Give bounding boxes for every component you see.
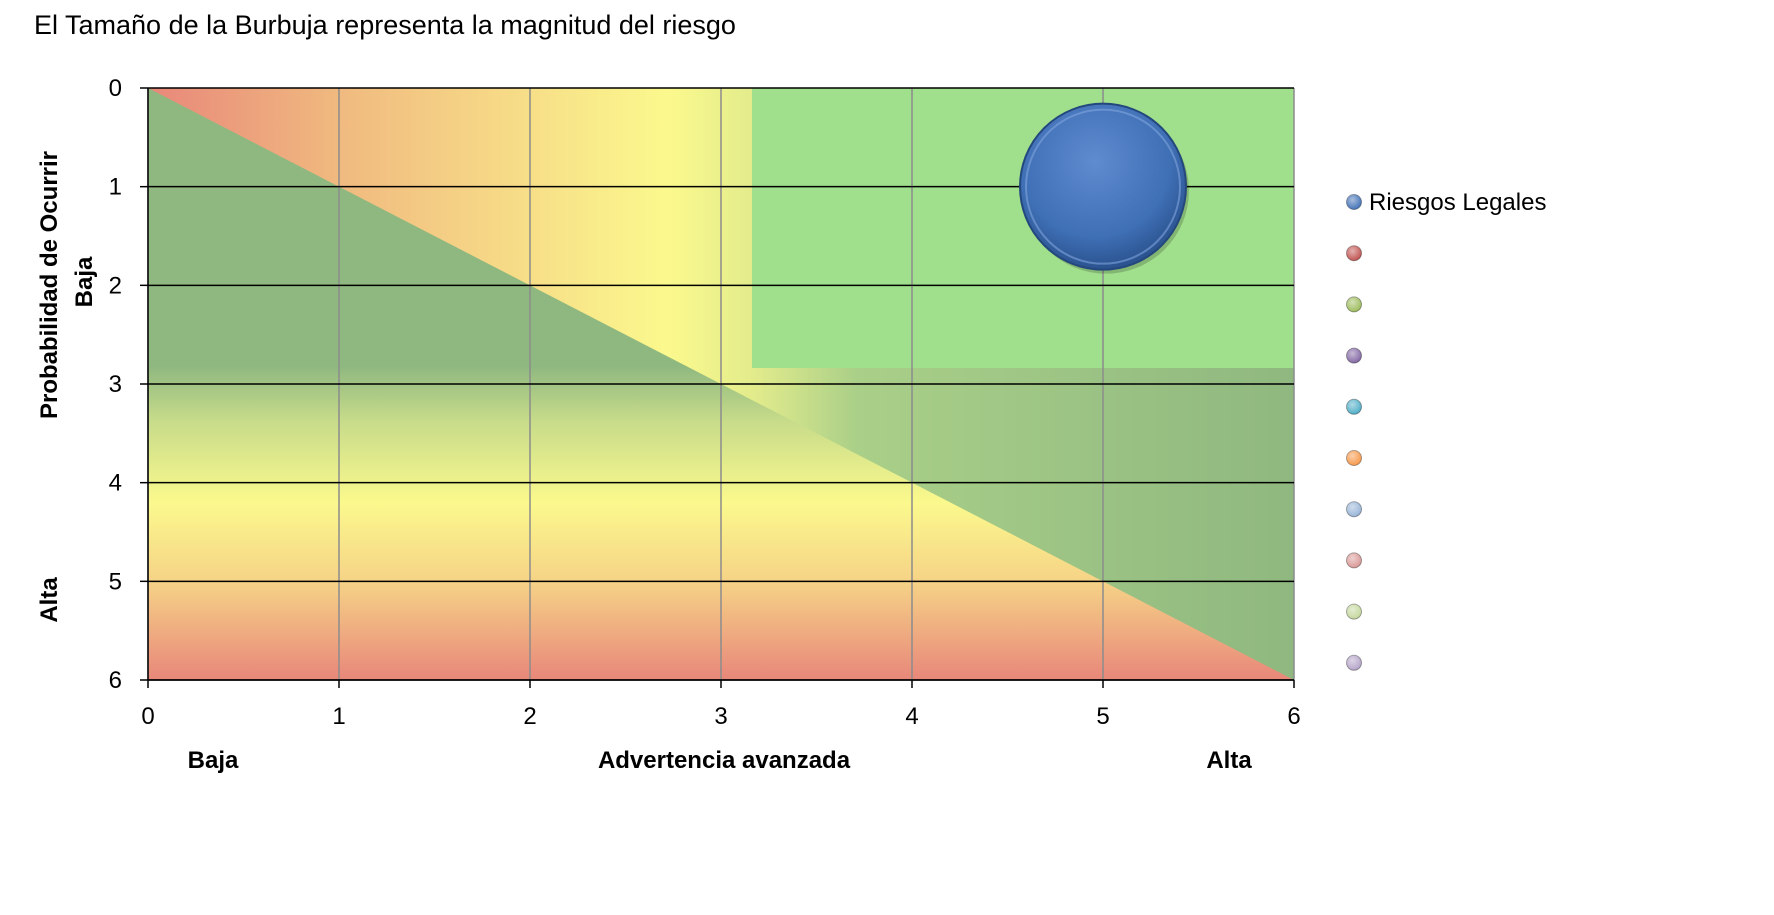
x-axis-high-label: Alta <box>1206 747 1252 774</box>
x-tick-label: 0 <box>141 703 154 730</box>
bubble-highlight <box>1025 108 1181 265</box>
legend: Riesgos Legales <box>1346 189 1546 671</box>
bubble-point <box>1019 102 1187 271</box>
y-tick-label: 5 <box>109 568 122 595</box>
y-tick-label: 4 <box>109 470 122 497</box>
y-axis-title: Probabilidad de Ocurrir <box>36 151 63 419</box>
legend-label: Riesgos Legales <box>1369 189 1546 216</box>
y-axis-low-label: Baja <box>71 256 98 307</box>
y-tick-label: 6 <box>109 667 122 694</box>
x-tick-label: 1 <box>332 703 345 730</box>
x-tick-label: 3 <box>714 703 727 730</box>
x-tick-label: 4 <box>905 703 918 730</box>
x-axis-title: Advertencia avanzada <box>598 747 851 774</box>
legend-marker-shine <box>1346 194 1362 210</box>
legend-marker-shine <box>1346 348 1362 364</box>
x-tick-label: 5 <box>1096 703 1109 730</box>
x-tick-label: 2 <box>523 703 536 730</box>
legend-marker-shine <box>1346 655 1362 671</box>
data-marks <box>1019 102 1189 274</box>
legend-marker-shine <box>1346 604 1362 620</box>
y-tick-label: 3 <box>109 371 122 398</box>
legend-marker-shine <box>1346 296 1362 312</box>
legend-marker-shine <box>1346 501 1362 517</box>
legend-marker-shine <box>1346 450 1362 466</box>
green-zone <box>752 88 1294 368</box>
legend-marker-shine <box>1346 399 1362 415</box>
y-tick-label: 0 <box>109 75 122 102</box>
x-tick-label: 6 <box>1287 703 1300 730</box>
y-axis-high-label: Alta <box>36 577 63 623</box>
chart-title: El Tamaño de la Burbuja representa la ma… <box>34 10 736 40</box>
y-tick-label: 1 <box>109 174 122 201</box>
y-tick-label: 2 <box>109 272 122 299</box>
legend-marker-shine <box>1346 552 1362 568</box>
x-axis-low-label: Baja <box>188 747 239 774</box>
legend-marker-shine <box>1346 245 1362 261</box>
